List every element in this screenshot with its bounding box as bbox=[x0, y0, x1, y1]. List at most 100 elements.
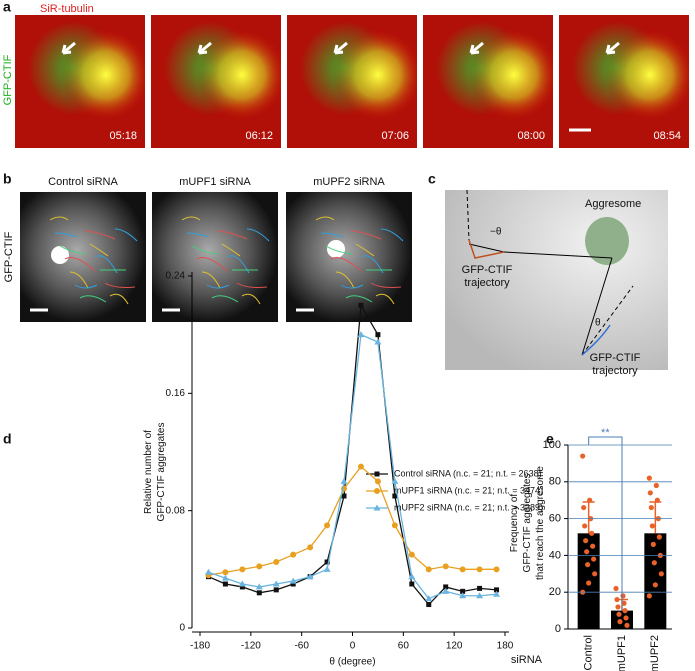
timestamp: 08:00 bbox=[517, 130, 545, 142]
track bbox=[221, 243, 241, 257]
marker bbox=[374, 478, 381, 485]
marker bbox=[256, 590, 262, 596]
data-point bbox=[587, 497, 593, 503]
track bbox=[114, 228, 138, 242]
series-line bbox=[208, 303, 497, 606]
micrograph-glow bbox=[559, 15, 689, 148]
track bbox=[350, 230, 382, 240]
track bbox=[241, 293, 261, 305]
marker bbox=[357, 331, 365, 338]
data-point bbox=[648, 504, 654, 511]
marker bbox=[222, 581, 228, 587]
marker bbox=[426, 602, 432, 608]
marker bbox=[408, 551, 415, 558]
micrograph-glow bbox=[151, 15, 281, 148]
x-tick-label: Control bbox=[583, 635, 595, 670]
error-bar bbox=[649, 501, 662, 534]
track bbox=[375, 293, 395, 305]
data-point bbox=[590, 543, 596, 549]
track bbox=[355, 243, 375, 257]
track bbox=[104, 282, 136, 288]
significance-label: ** bbox=[601, 427, 610, 439]
y-tick-label: 60 bbox=[549, 513, 561, 525]
track bbox=[79, 295, 107, 303]
y-axis-title-line: Relative number of bbox=[143, 430, 154, 514]
trajectory-label: GFP-CTIF trajectory bbox=[462, 264, 513, 289]
arrow bbox=[605, 41, 620, 55]
y-tick-label: 0 bbox=[555, 623, 561, 635]
marker bbox=[442, 587, 450, 594]
panel-a-images: 05:18 06:12 07:06 08:00 08:54 bbox=[15, 15, 689, 148]
x-axis-title: siRNA bbox=[511, 654, 543, 666]
marker bbox=[477, 585, 483, 591]
marker bbox=[476, 566, 483, 573]
data-point bbox=[647, 490, 653, 496]
marker bbox=[273, 559, 280, 565]
track bbox=[54, 232, 78, 238]
track bbox=[64, 257, 96, 272]
angle-label: −θ bbox=[490, 227, 502, 238]
data-point bbox=[592, 571, 598, 577]
track bbox=[370, 282, 402, 288]
trajectory-path bbox=[468, 239, 505, 259]
marker bbox=[239, 566, 246, 573]
track bbox=[315, 216, 335, 221]
panel-letter: e bbox=[546, 431, 554, 447]
track bbox=[59, 245, 87, 255]
data-point bbox=[652, 582, 658, 588]
bar bbox=[611, 610, 633, 629]
marker bbox=[221, 574, 229, 581]
marker bbox=[222, 569, 229, 576]
x-tick-label: -180 bbox=[190, 641, 210, 652]
marker bbox=[357, 463, 364, 470]
marker bbox=[290, 551, 297, 558]
data-point bbox=[580, 453, 586, 459]
y-tick-label: 100 bbox=[543, 439, 561, 451]
vector bbox=[468, 243, 505, 253]
panel-c-diagram: −θ θ Aggresome GFP-CTIF trajectory GFP-CT… bbox=[445, 189, 668, 377]
data-point bbox=[616, 611, 622, 617]
data-point bbox=[589, 530, 595, 536]
data-point bbox=[583, 538, 589, 544]
marker bbox=[358, 302, 364, 308]
micrograph bbox=[445, 190, 668, 370]
marker bbox=[409, 581, 415, 587]
y-tick-label: 20 bbox=[549, 586, 561, 598]
track bbox=[191, 245, 219, 255]
data-point bbox=[584, 549, 590, 555]
track bbox=[236, 282, 268, 288]
y-axis-title-line: GFP-CTIF aggregates bbox=[522, 474, 533, 573]
series-line bbox=[208, 333, 497, 600]
aggresome-spot bbox=[51, 246, 69, 264]
arrow bbox=[333, 41, 348, 55]
track bbox=[345, 295, 373, 303]
marker bbox=[392, 493, 398, 499]
marker bbox=[443, 584, 449, 590]
track bbox=[325, 245, 353, 255]
micrograph-glow bbox=[287, 15, 417, 148]
marker bbox=[476, 592, 484, 599]
data-point bbox=[654, 497, 660, 503]
x-tick-label: mUPF2 bbox=[649, 635, 661, 671]
marker bbox=[459, 566, 466, 573]
legend-marker bbox=[374, 471, 380, 477]
data-point bbox=[656, 534, 662, 540]
y-tick-label: 80 bbox=[549, 476, 561, 488]
significance-bracket bbox=[588, 436, 623, 611]
marker bbox=[341, 493, 347, 499]
panel-letter: c bbox=[428, 171, 436, 187]
marker bbox=[273, 587, 279, 593]
track bbox=[201, 271, 221, 289]
data-point bbox=[622, 608, 628, 614]
x-axis-title: θ (degree) bbox=[329, 657, 375, 668]
channel-label: GFP-CTIF bbox=[2, 54, 14, 105]
column-label: Control siRNA bbox=[48, 176, 118, 188]
marker bbox=[408, 573, 416, 580]
track bbox=[196, 257, 228, 272]
y-axis-title-line: Frequency of bbox=[509, 494, 520, 553]
y-axis-title: Relative number of GFP-CTIF aggregates bbox=[143, 423, 167, 522]
aggresome-shape bbox=[585, 217, 629, 265]
marker bbox=[493, 566, 500, 573]
data-point bbox=[614, 596, 620, 603]
